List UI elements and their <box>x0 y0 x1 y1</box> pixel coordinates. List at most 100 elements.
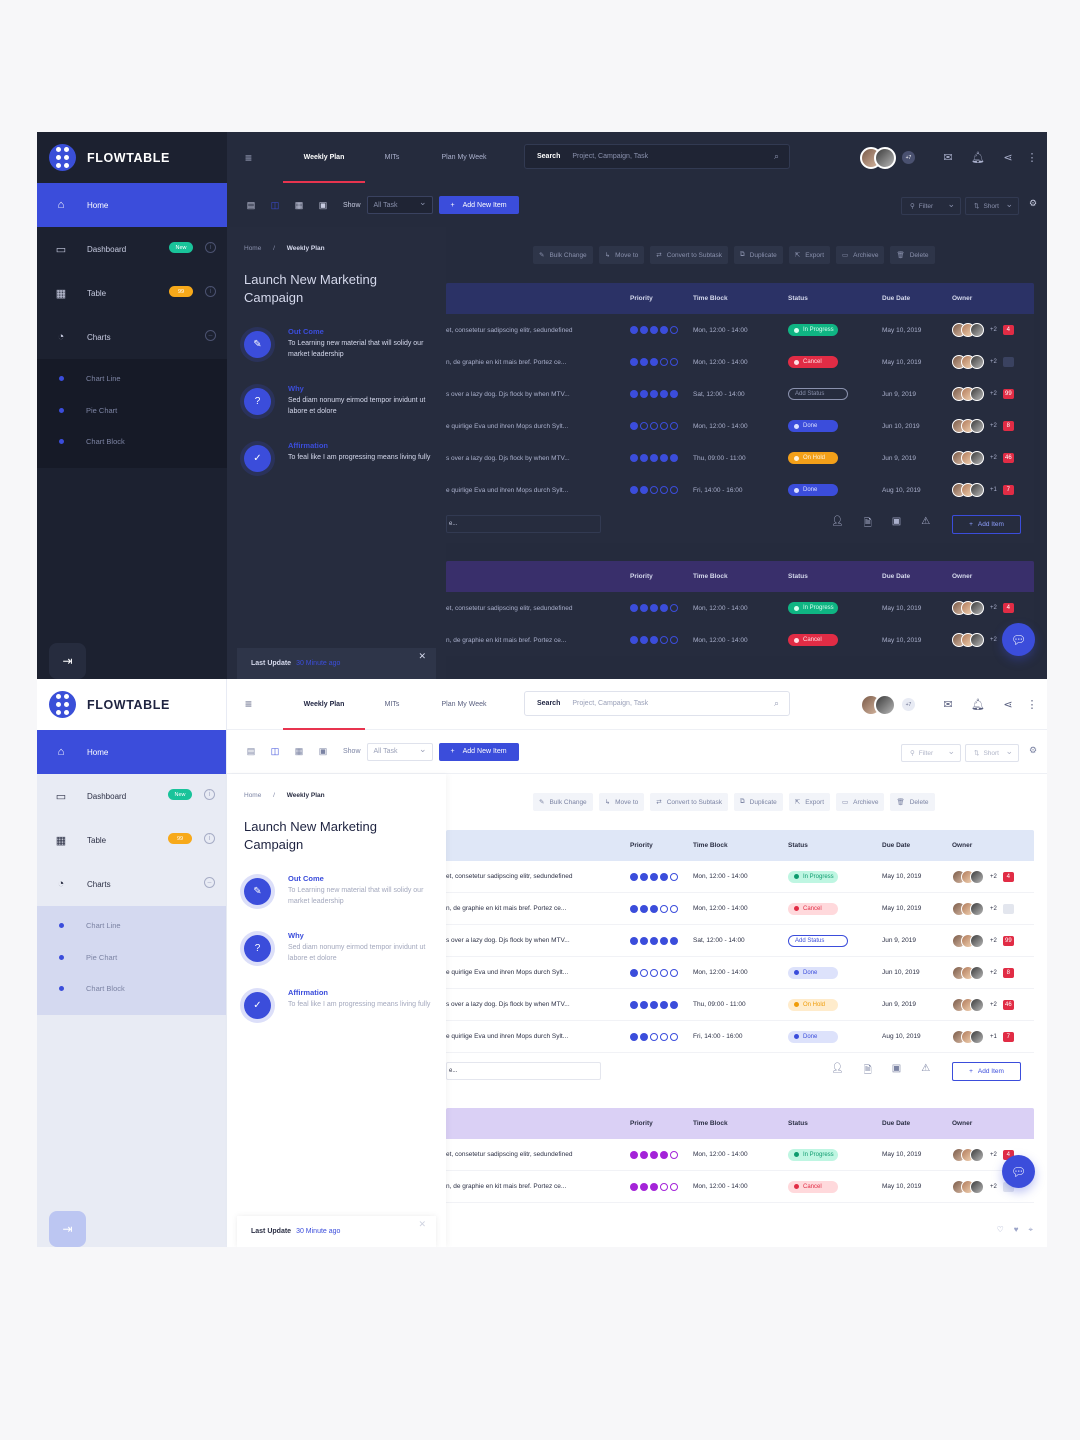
document-icon[interactable]: 🗎 <box>863 518 872 529</box>
sidebar-subitem-pie-chart[interactable]: Pie Chart <box>37 942 226 974</box>
owner-group[interactable]: +2 46 <box>952 997 1024 1012</box>
search-box[interactable]: Search Project, Campaign, Task ⌕ <box>524 691 790 716</box>
comment-flag[interactable] <box>1002 903 1014 914</box>
mail-icon[interactable]: ✉ <box>943 152 953 164</box>
owner-group[interactable]: +2 <box>952 1179 1024 1194</box>
new-item-input[interactable]: e... <box>446 515 601 533</box>
col-owner[interactable]: Owner <box>952 573 973 580</box>
more-vertical-icon[interactable]: ⋮ <box>1026 699 1038 711</box>
chat-button[interactable]: 💬︎ <box>1002 623 1035 656</box>
table-row[interactable]: s over a lazy dog. Djs flock by when MTV… <box>446 989 1034 1021</box>
avatar[interactable] <box>874 146 896 169</box>
col-time-block[interactable]: Time Block <box>693 573 728 580</box>
search-input[interactable]: Project, Campaign, Task <box>572 700 649 707</box>
logout-button[interactable]: ⇥ <box>49 643 86 679</box>
owner-group[interactable]: +2 8 <box>952 419 1024 433</box>
mail-icon[interactable]: ✉ <box>943 699 953 711</box>
status-pill[interactable]: Done <box>788 484 838 496</box>
comment-flag[interactable]: 8 <box>1002 967 1014 978</box>
comment-flag[interactable]: 99 <box>1002 935 1014 946</box>
priority-rating[interactable] <box>630 390 693 398</box>
export-button[interactable]: ⇱ Export <box>788 793 831 811</box>
bell-icon[interactable]: 🔔︎ <box>971 152 985 164</box>
priority-rating[interactable] <box>630 422 693 430</box>
filter-select[interactable]: ⚲ Filter <box>901 744 961 762</box>
priority-rating[interactable] <box>630 486 693 494</box>
table-row[interactable]: s over a lazy dog. Djs flock by when MTV… <box>446 442 1034 474</box>
status-pill[interactable]: Cancel <box>788 902 838 915</box>
comment-flag[interactable]: 4 <box>1002 325 1014 335</box>
move-to-button[interactable]: ↳ Move to <box>598 793 645 811</box>
sidebar-item-dashboard[interactable]: ▭ Dashboard New i <box>37 227 227 271</box>
close-icon[interactable]: ✕ <box>418 651 426 661</box>
sidebar-subitem-chart-block[interactable]: Chart Block <box>37 973 226 1005</box>
comment-flag[interactable]: 4 <box>1002 1149 1014 1160</box>
col-owner[interactable]: Owner <box>952 1120 973 1127</box>
status-pill[interactable]: In Progress <box>788 602 838 614</box>
convert-to-subtask-button[interactable]: ⇄ Convert to Subtask <box>650 246 728 264</box>
col-due-date[interactable]: Due Date <box>882 295 911 302</box>
status-pill[interactable]: Done <box>788 966 838 979</box>
calendar-view-icon[interactable]: ▣ <box>318 199 328 210</box>
comment-flag[interactable]: 8 <box>1002 421 1014 431</box>
table-row[interactable]: n, de graphie en kit mais bref. Portez c… <box>446 1171 1034 1203</box>
info-icon[interactable]: i <box>205 286 216 297</box>
delete-button[interactable]: 🗑︎ Delete <box>890 793 935 811</box>
col-status[interactable]: Status <box>788 1120 808 1127</box>
status-pill[interactable]: In Progress <box>788 324 838 336</box>
add-new-item-button[interactable]: + Add New Item <box>438 742 519 761</box>
sidebar-subitem-pie-chart[interactable]: Pie Chart <box>37 395 227 427</box>
col-status[interactable]: Status <box>788 842 808 849</box>
add-item-button[interactable]: + Add Item <box>952 1062 1021 1081</box>
task-name[interactable]: n, de graphie en kit mais bref. Portez c… <box>446 905 567 912</box>
priority-rating[interactable] <box>630 872 693 881</box>
comment-flag[interactable]: 4 <box>1002 603 1014 613</box>
show-select[interactable]: All Task <box>366 196 433 214</box>
breadcrumb-home[interactable]: Home <box>244 792 262 799</box>
owner-group[interactable]: +1 7 <box>952 1029 1024 1044</box>
status-pill[interactable]: On Hold <box>788 452 838 464</box>
table-row[interactable]: n, de graphie en kit mais bref. Portez c… <box>446 624 1034 656</box>
menu-icon[interactable]: ≡ <box>245 150 253 165</box>
task-name[interactable]: n, de graphie en kit mais bref. Portez c… <box>446 636 567 644</box>
priority-rating[interactable] <box>630 1000 693 1009</box>
share-icon[interactable]: ⋖ <box>1003 152 1013 164</box>
duplicate-button[interactable]: ⧉ Duplicate <box>734 793 783 811</box>
task-name[interactable]: e quirlige Eva und ihren Mops durch Sylt… <box>446 486 569 494</box>
task-name[interactable]: n, de graphie en kit mais bref. Portez c… <box>446 358 567 366</box>
search-input[interactable]: Project, Campaign, Task <box>572 153 649 160</box>
user-icon[interactable]: 👤︎ <box>831 1063 844 1074</box>
move-to-button[interactable]: ↳ Move to <box>598 246 645 264</box>
comment-flag[interactable]: 4 <box>1002 871 1014 882</box>
search-icon[interactable]: ⌕ <box>773 151 779 161</box>
column-view-icon[interactable]: ◫ <box>270 746 280 756</box>
menu-icon[interactable]: ≡ <box>245 697 253 711</box>
col-due-date[interactable]: Due Date <box>882 573 911 580</box>
priority-rating[interactable] <box>630 358 693 366</box>
comment-flag[interactable] <box>1002 357 1014 367</box>
table-row[interactable]: n, de graphie en kit mais bref. Portez c… <box>446 346 1034 378</box>
col-priority[interactable]: Priority <box>630 573 653 580</box>
tab-plan-my-week[interactable]: Plan My Week <box>441 700 487 708</box>
close-icon[interactable]: ✕ <box>418 1219 426 1229</box>
bulk-change-button[interactable]: ✎ Bulk Change <box>533 246 593 264</box>
status-pill[interactable]: Cancel <box>788 634 838 646</box>
info-icon[interactable]: i <box>204 833 215 844</box>
owner-group[interactable]: +2 4 <box>952 869 1024 884</box>
share-icon[interactable]: ⋖ <box>1003 699 1013 711</box>
grid-view-icon[interactable]: ▦ <box>294 199 304 210</box>
owner-group[interactable]: +1 7 <box>952 483 1024 497</box>
task-name[interactable]: e quirlige Eva und ihren Mops durch Sylt… <box>446 969 569 976</box>
document-icon[interactable]: 🗎 <box>863 1065 872 1076</box>
status-pill[interactable]: In Progress <box>788 1148 838 1161</box>
calendar-view-icon[interactable]: ▣ <box>318 746 328 756</box>
col-status[interactable]: Status <box>788 573 808 580</box>
priority-rating[interactable] <box>630 936 693 945</box>
add-new-item-button[interactable]: + Add New Item <box>438 196 519 214</box>
table-row[interactable]: et, consetetur sadipscing elitr, sedunde… <box>446 592 1034 624</box>
col-due-date[interactable]: Due Date <box>882 1120 911 1127</box>
col-priority[interactable]: Priority <box>630 295 653 302</box>
sidebar-subitem-chart-block[interactable]: Chart Block <box>37 426 227 458</box>
search-icon[interactable]: ⌕ <box>773 698 779 708</box>
col-owner[interactable]: Owner <box>952 842 973 849</box>
